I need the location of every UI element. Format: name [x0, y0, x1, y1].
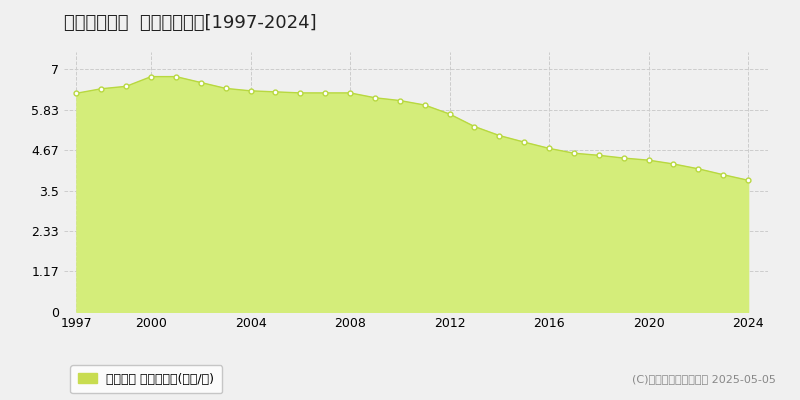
Text: (C)土地価格ドットコム 2025-05-05: (C)土地価格ドットコム 2025-05-05 [632, 374, 776, 384]
Legend: 基準地価 平均坤単価(万円/坤): 基準地価 平均坤単価(万円/坤) [70, 365, 222, 393]
Text: 鳥取市上味野  基準地価推移[1997-2024]: 鳥取市上味野 基準地価推移[1997-2024] [64, 14, 317, 32]
